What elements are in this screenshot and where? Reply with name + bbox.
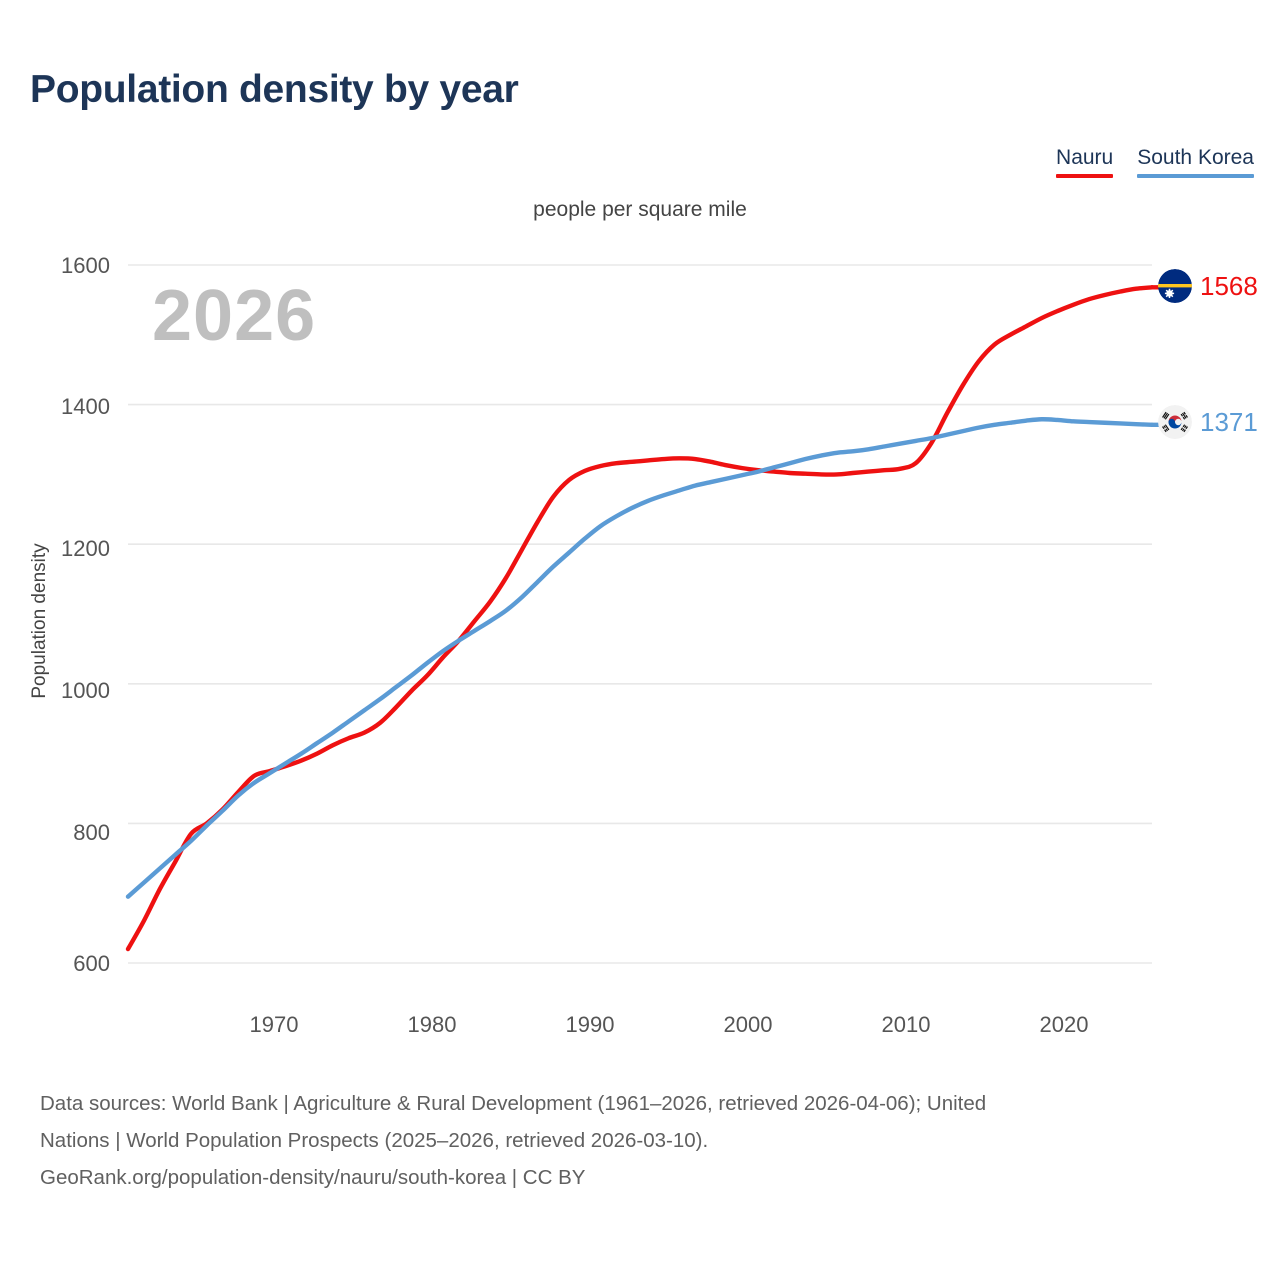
y-axis-title: Population density [29, 543, 50, 699]
endpoint-south-korea[interactable]: 1371 [1158, 405, 1258, 439]
chart-subtitle-text: people per square mile [533, 198, 747, 221]
chart-legend: Nauru South Korea [1056, 146, 1254, 178]
chart-subtitle: people per square mile [0, 198, 1280, 222]
legend-label-nauru: Nauru [1056, 146, 1114, 169]
watermark-year: 2026 [152, 276, 317, 356]
legend-label-south-korea: South Korea [1137, 146, 1254, 169]
footer-line-3: GeoRank.org/population-density/nauru/sou… [40, 1166, 586, 1189]
series-line-south-korea [125, 417, 1155, 899]
gridlines [128, 264, 1152, 964]
endpoint-value-nauru: 1568 [1200, 270, 1258, 301]
page-title: Population density by year [30, 68, 519, 111]
endpoint-value-south-korea: 1371 [1200, 406, 1258, 437]
x-tick-1990: 1990 [565, 1012, 615, 1037]
y-tick-600: 600 [73, 951, 110, 976]
footer-sources: Data sources: World Bank | Agriculture &… [40, 1085, 1260, 1196]
south-korea-flag-icon [1158, 405, 1192, 439]
nauru-flag-icon [1158, 269, 1192, 303]
footer-line-2: Nations | World Population Prospects (20… [40, 1129, 709, 1152]
legend-item-south-korea[interactable]: South Korea [1137, 146, 1254, 178]
y-tick-1000: 1000 [61, 678, 110, 703]
legend-rule-nauru [1056, 174, 1114, 178]
x-tick-1970: 1970 [249, 1012, 299, 1037]
legend-rule-south-korea [1137, 174, 1254, 178]
endpoint-nauru[interactable]: 1568 [1158, 269, 1258, 303]
x-tick-2010: 2010 [881, 1012, 931, 1037]
legend-item-nauru[interactable]: Nauru [1056, 146, 1114, 178]
y-tick-1200: 1200 [61, 536, 110, 561]
footer-line-1: Data sources: World Bank | Agriculture &… [40, 1092, 987, 1115]
series-line-nauru [125, 285, 1155, 952]
y-tick-1400: 1400 [61, 394, 110, 419]
y-tick-800: 800 [73, 820, 110, 845]
series-lines [125, 285, 1161, 952]
x-tick-2020: 2020 [1039, 1012, 1089, 1037]
y-tick-1600: 1600 [61, 253, 110, 278]
x-tick-2000: 2000 [723, 1012, 773, 1037]
x-tick-1980: 1980 [407, 1012, 457, 1037]
